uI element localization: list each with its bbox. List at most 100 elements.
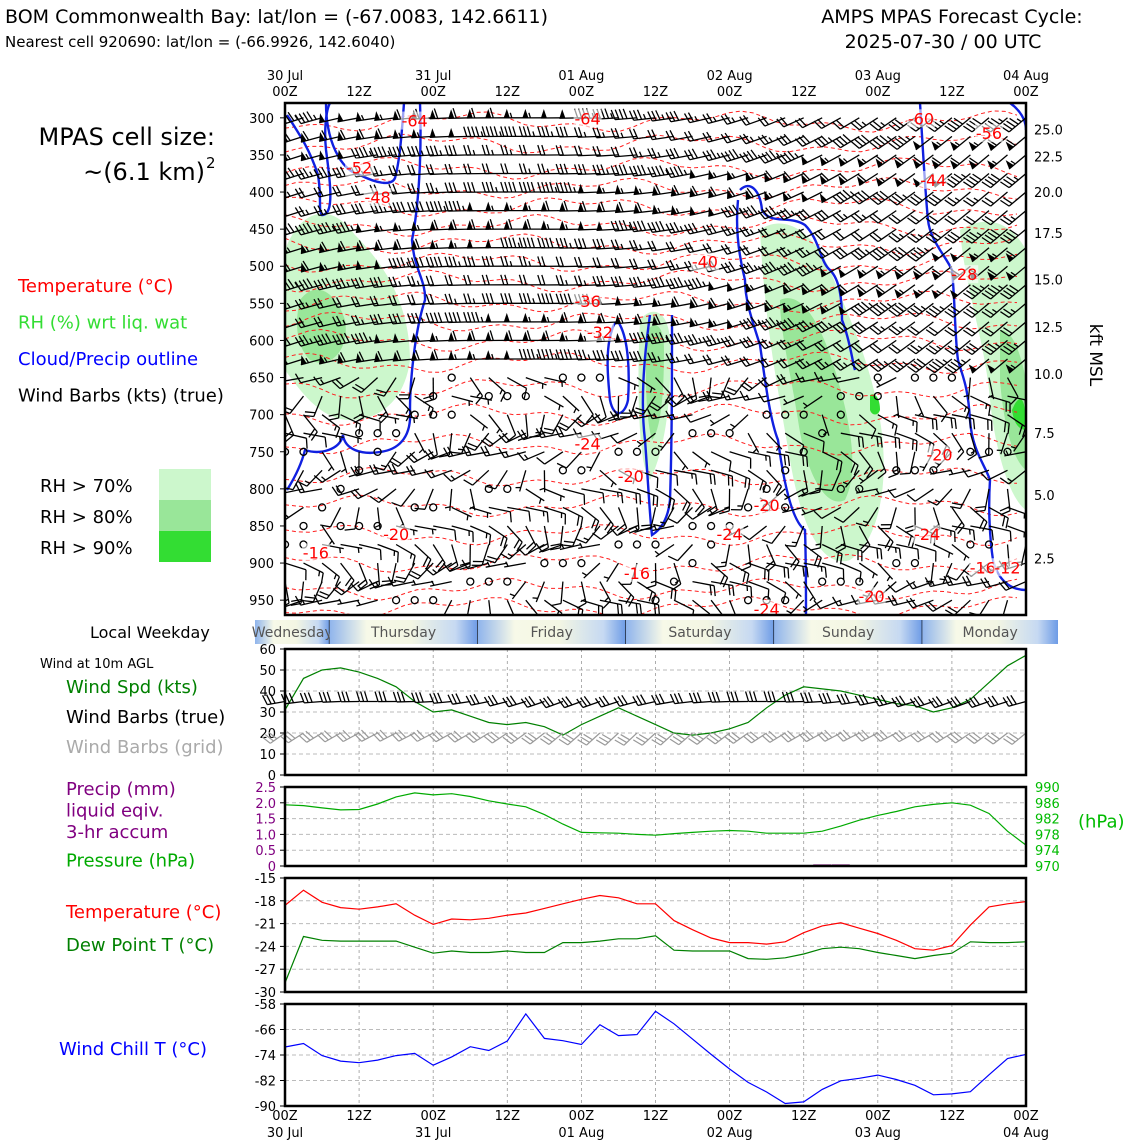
wind-barb <box>1003 148 1026 169</box>
barb-half <box>551 131 553 136</box>
barb-half <box>603 188 605 193</box>
wind-barb <box>445 488 452 510</box>
precip-legend: Precip (mm)liquid eqiv.3-hr accumPressur… <box>66 779 195 872</box>
wind-barb <box>504 219 526 229</box>
calm-circle <box>670 577 679 586</box>
barb-flag <box>982 180 991 190</box>
barb-flag <box>670 278 675 288</box>
wind10-barb-grid <box>559 725 581 746</box>
barb-pennant <box>541 109 547 118</box>
barb-flag <box>453 201 456 211</box>
barb-pennant <box>541 313 547 322</box>
wind-barb <box>532 580 545 602</box>
barb-staff <box>693 582 715 586</box>
isotherm-label: -16 <box>624 564 650 583</box>
barb-flag <box>963 198 972 208</box>
height-tick-label: 10.0 <box>1034 368 1063 383</box>
barb-half <box>644 281 646 286</box>
barb-staff <box>581 396 593 415</box>
barb-staff <box>290 396 304 413</box>
barb-staff <box>327 582 341 599</box>
temp-legend-entry: Temperature (°C) <box>65 902 221 923</box>
barb-half <box>399 225 401 230</box>
barb-flag <box>430 183 433 193</box>
barb-staff <box>470 378 482 396</box>
wind-barb <box>351 480 378 500</box>
wind-barb <box>485 330 507 340</box>
wind-barb <box>467 219 489 229</box>
wind-barb <box>373 126 396 139</box>
calm-circle <box>614 448 622 456</box>
barb-pennant <box>669 205 677 215</box>
barb-staff <box>264 174 285 182</box>
barb-half <box>566 280 568 285</box>
calm-circle <box>966 447 976 457</box>
barb-flag <box>490 293 493 303</box>
barb-flag <box>476 312 479 322</box>
barb-half <box>918 345 922 350</box>
wind-barb <box>373 428 383 438</box>
barb-flag <box>926 346 935 356</box>
barb-flag <box>1027 401 1032 411</box>
barb-flag <box>708 692 711 702</box>
barb-half <box>399 281 401 286</box>
station-title: BOM Commonwealth Bay: lat/lon = (-67.008… <box>5 6 548 28</box>
barb-half <box>432 472 435 477</box>
barb-flag <box>486 275 489 285</box>
barb-staff <box>937 489 952 505</box>
barb-half <box>678 394 683 398</box>
barb-flag <box>473 559 483 565</box>
height-tick-label: 20.0 <box>1034 186 1063 201</box>
wind10-legend-entry: Wind Barbs (grid) <box>66 737 224 758</box>
barb-staff <box>544 489 564 497</box>
barb-flag <box>750 692 753 702</box>
wind-barb <box>425 442 452 460</box>
barb-flag <box>531 238 534 248</box>
wind-barb <box>429 127 451 137</box>
barb-staff <box>730 600 738 620</box>
barb-staff <box>637 582 655 594</box>
wind-barb <box>429 577 452 586</box>
barb-flag <box>578 738 587 747</box>
barb-flag <box>670 241 675 251</box>
barb-staff <box>601 526 619 539</box>
barb-staff <box>418 563 433 579</box>
barb-flag <box>648 222 652 232</box>
barb-flag <box>930 419 935 429</box>
barb-staff <box>960 489 970 509</box>
barb-staff <box>674 452 688 469</box>
wind-barb <box>907 332 933 355</box>
barb-half <box>375 525 380 527</box>
barb-flag <box>637 109 641 119</box>
barb-staff <box>322 470 340 482</box>
barb-staff <box>536 582 544 602</box>
wind-barb <box>464 312 489 322</box>
barb-pennant <box>633 296 640 306</box>
barb-flag <box>486 182 489 192</box>
wind-barb <box>316 563 342 586</box>
barb-flag <box>416 692 420 702</box>
barb-flag <box>555 427 560 437</box>
barb-flag <box>972 530 977 540</box>
barb-flag <box>578 517 585 527</box>
barb-flag <box>258 209 264 219</box>
height-tick-label: 7.5 <box>1034 427 1055 442</box>
wind-barb <box>484 484 493 493</box>
barb-half <box>506 452 509 457</box>
barb-pennant <box>1003 158 1013 169</box>
barb-staff <box>767 563 788 568</box>
barb-half <box>732 617 737 620</box>
wind-barb <box>524 507 551 522</box>
wind-barb <box>541 109 563 118</box>
wind10-barb-true <box>746 692 767 702</box>
barb-flag <box>945 328 954 338</box>
wind-barb <box>818 577 827 586</box>
barb-staff <box>968 378 970 400</box>
wind-barb <box>408 545 433 569</box>
wind-barb <box>502 378 529 399</box>
wind-barb <box>785 597 804 616</box>
wind10-barb-true <box>375 692 396 702</box>
isotherm-label: -60 <box>908 109 934 128</box>
wind-barb <box>715 543 729 569</box>
barb-flag <box>487 535 494 545</box>
